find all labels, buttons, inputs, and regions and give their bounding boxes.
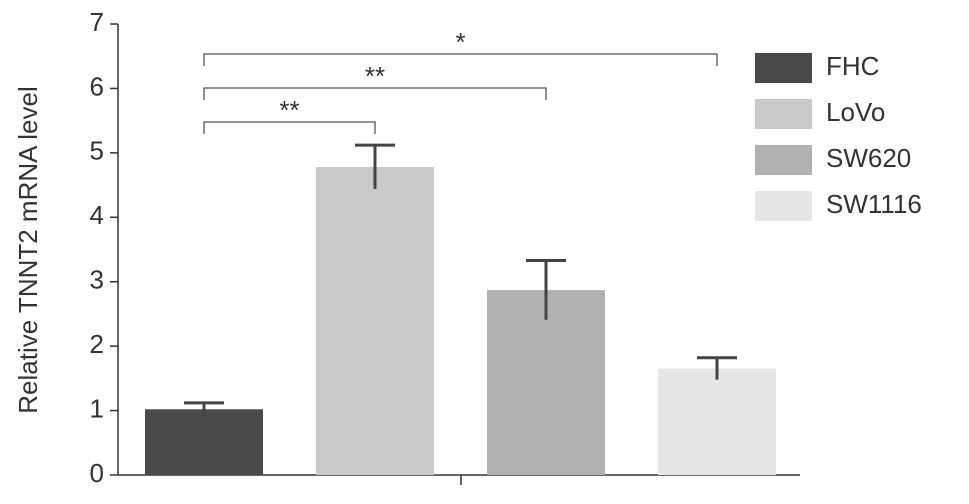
significance-bracket — [203, 121, 376, 134]
significance-label: ** — [365, 61, 385, 91]
legend-label: LoVo — [826, 97, 885, 127]
legend-swatch — [755, 99, 812, 129]
bar — [658, 368, 776, 475]
significance-bracket — [203, 53, 718, 66]
y-tick-label: 2 — [90, 329, 104, 359]
significance-label: ** — [279, 95, 299, 125]
legend-label: SW620 — [826, 143, 911, 173]
y-axis-label: Relative TNNT2 mRNA level — [13, 86, 43, 414]
y-tick-label: 6 — [90, 71, 104, 101]
bar — [316, 167, 434, 475]
y-tick-label: 7 — [90, 7, 104, 37]
bar — [145, 409, 263, 475]
legend-swatch — [755, 191, 812, 221]
bar — [487, 290, 605, 475]
y-tick-label: 5 — [90, 136, 104, 166]
y-tick-label: 3 — [90, 265, 104, 295]
legend-swatch — [755, 53, 812, 83]
y-tick-label: 4 — [90, 200, 104, 230]
significance-label: * — [455, 27, 465, 57]
y-tick-label: 0 — [90, 458, 104, 488]
significance-bracket — [203, 87, 547, 100]
y-tick-label: 1 — [90, 393, 104, 423]
legend-label: FHC — [826, 51, 879, 81]
legend-swatch — [755, 145, 812, 175]
legend-label: SW1116 — [826, 189, 922, 219]
